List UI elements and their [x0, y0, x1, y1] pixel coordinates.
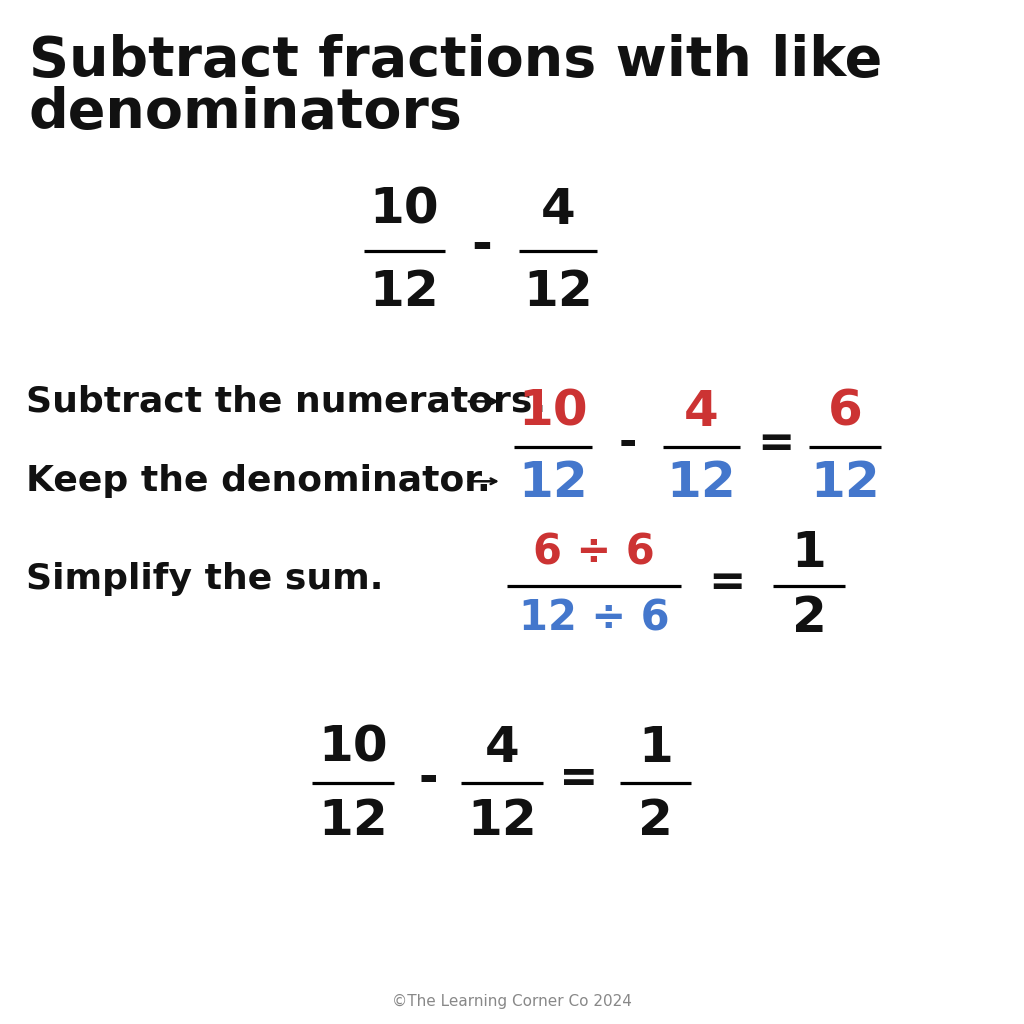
Text: 6 ÷ 6: 6 ÷ 6 [534, 531, 654, 574]
Text: -: - [418, 757, 438, 802]
Text: 2: 2 [792, 595, 826, 642]
Text: 12: 12 [518, 460, 588, 507]
Text: =: = [758, 422, 795, 465]
Text: 12: 12 [667, 460, 736, 507]
Text: 12: 12 [810, 460, 880, 507]
Text: 12 ÷ 6: 12 ÷ 6 [518, 597, 670, 640]
Text: 1: 1 [792, 529, 826, 577]
Text: 6: 6 [827, 388, 862, 435]
Text: 10: 10 [370, 186, 439, 233]
Text: 12: 12 [523, 268, 593, 315]
Text: ©The Learning Corner Co 2024: ©The Learning Corner Co 2024 [392, 994, 632, 1009]
Text: 12: 12 [318, 798, 388, 845]
Text: 10: 10 [318, 724, 388, 771]
Text: 4: 4 [541, 186, 575, 233]
Text: 10: 10 [518, 388, 588, 435]
Text: 4: 4 [484, 724, 519, 771]
Text: denominators: denominators [29, 86, 463, 139]
Text: Subtract fractions with like: Subtract fractions with like [29, 35, 882, 88]
Text: 1: 1 [638, 724, 673, 771]
Text: =: = [559, 757, 598, 802]
Text: -: - [618, 422, 637, 465]
Text: 2: 2 [638, 798, 673, 845]
Text: -: - [471, 222, 492, 269]
Text: Keep the denominator.: Keep the denominator. [26, 464, 490, 499]
Text: Subtract the numerators.: Subtract the numerators. [26, 384, 546, 419]
Text: =: = [709, 561, 745, 604]
Text: 4: 4 [684, 388, 719, 435]
Text: Simplify the sum.: Simplify the sum. [26, 561, 383, 596]
Text: 12: 12 [467, 798, 537, 845]
Text: 12: 12 [370, 268, 439, 315]
